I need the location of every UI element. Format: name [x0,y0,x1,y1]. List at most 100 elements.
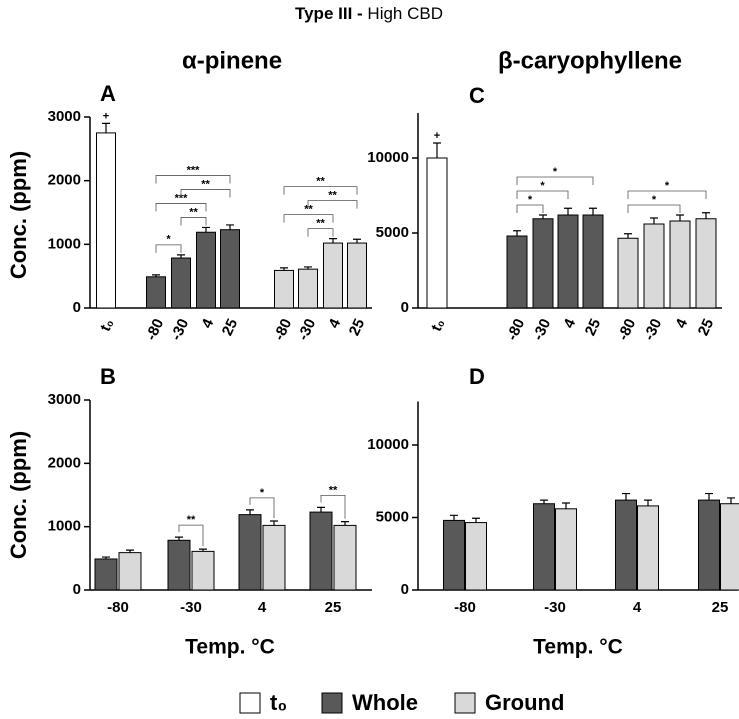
error-bar [650,217,658,224]
bar [617,237,639,309]
title-rest: High CBD [367,4,443,23]
significance-bracket [180,217,207,226]
y-tick-label: 1000 [48,235,81,252]
bar [506,235,528,309]
significance-label: * [166,234,171,246]
y-tick-label: 10000 [367,149,409,166]
significance-bracket [307,200,358,209]
significance-bracket [155,244,182,253]
bar [238,514,262,591]
error-bar [177,254,185,259]
error-bar [341,521,349,526]
bar [167,539,191,591]
bar [637,505,659,591]
significance-label: ** [329,484,338,496]
legend-label: t₀ [270,690,287,715]
bar [532,218,554,309]
panel-letter: C [469,83,485,108]
error-bar [562,502,570,509]
y-tick-label: 0 [401,299,409,316]
significance-bracket [180,189,231,198]
significance-label: ** [328,190,337,202]
x-tick-label: -80 [454,599,476,616]
x-tick-label: -30 [180,599,202,616]
significance-bracket [516,190,569,199]
y-tick-label: 1000 [48,518,81,535]
error-bar [539,214,547,219]
significance-bracket [627,204,681,213]
error-bar [644,499,652,506]
bar [333,524,357,591]
significance-label: * [553,166,558,178]
legend-swatch [239,692,261,714]
legend-label: Ground [485,690,564,715]
bar [262,524,286,591]
error-bar [102,556,110,559]
significance-label: *** [175,192,189,204]
y-tick-label: 5000 [376,508,409,525]
x-tick-label: 25 [695,316,717,338]
x-tick-label: -30 [544,599,566,616]
bar [171,257,191,309]
y-tick-label: 5000 [376,224,409,241]
x-axis-label: Temp. °C [533,636,623,659]
bar [557,214,579,309]
x-tick-label: 25 [219,316,241,338]
bar [347,242,367,309]
error-bar [126,549,134,553]
error-bar [102,122,110,133]
x-tick-label: 25 [325,599,342,616]
error-bar [175,536,183,541]
significance-bracket [627,190,707,199]
column-title: α-pinene [182,47,282,74]
bar [555,508,577,591]
legend-label: Whole [352,690,418,715]
x-tick-label: 25 [582,316,604,338]
legend-swatch [454,692,476,714]
significance-bracket [516,204,544,213]
significance-label: * [540,180,545,192]
significance-label: * [652,194,657,206]
y-tick-label: 2000 [48,172,81,189]
column-title: β-caryophyllene [498,47,682,74]
error-bar [589,207,597,215]
error-bar [433,142,441,158]
significance-bracket [320,494,346,519]
error-bar [152,274,160,277]
x-tick-label: 25 [346,316,368,338]
error-bar [280,267,288,271]
error-bar [199,548,207,552]
y-tick-label: 0 [401,581,409,598]
y-tick-label: 10000 [367,436,409,453]
x-tick-label: -80 [107,599,129,616]
error-bar [622,492,630,501]
significance-bracket [155,175,231,184]
error-bar [304,266,312,270]
bar [196,231,216,309]
significance-bracket [178,524,204,547]
significance-bracket [283,186,358,195]
y-tick-label: 2000 [48,454,81,471]
significance-bracket [307,228,334,237]
bar [220,229,240,309]
error-bar [353,238,361,244]
error-bar [317,506,325,513]
y-axis-label: Conc. (ppm) [6,151,31,279]
error-bar [329,238,337,244]
bar [582,214,604,309]
error-bar [727,497,735,504]
error-bar [676,214,684,221]
error-bar [702,212,710,219]
legend-swatch [321,692,343,714]
bar [298,268,318,309]
y-tick-label: 0 [73,581,81,598]
significance-label: * [528,194,533,206]
x-tick-label: 4 [258,599,267,616]
x-tick-label: 4 [633,599,642,616]
error-bar [540,499,548,504]
panel-letter: B [100,364,116,389]
bar [96,132,116,309]
significance-label: ** [187,514,196,526]
title-bold: Type III - [295,4,363,23]
